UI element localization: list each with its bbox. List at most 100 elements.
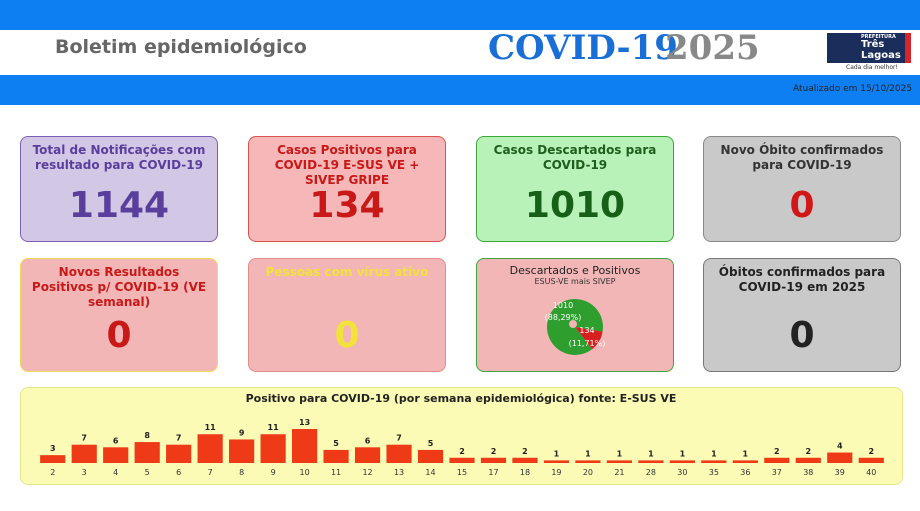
x-tick-label: 39 bbox=[835, 468, 845, 477]
bar-value-label: 6 bbox=[113, 436, 119, 445]
bar-title: Positivo para COVID-19 (por semana epide… bbox=[246, 392, 677, 405]
bar-value-label: 1 bbox=[648, 449, 654, 458]
bar bbox=[386, 444, 412, 463]
bar bbox=[512, 457, 538, 463]
bar bbox=[134, 442, 160, 463]
bar bbox=[543, 460, 570, 463]
x-tick-label: 18 bbox=[520, 468, 530, 477]
x-tick-label: 40 bbox=[866, 468, 876, 477]
x-tick-label: 36 bbox=[740, 468, 750, 477]
bar-value-label: 2 bbox=[868, 447, 874, 456]
pie-slice bbox=[575, 327, 603, 350]
bar bbox=[417, 449, 444, 463]
x-tick-label: 5 bbox=[145, 468, 150, 477]
card-value: 0 bbox=[789, 185, 815, 226]
bar-value-label: 1 bbox=[554, 449, 560, 458]
bar-value-label: 13 bbox=[299, 418, 310, 427]
x-tick-label: 14 bbox=[425, 468, 435, 477]
x-tick-label: 15 bbox=[457, 468, 467, 477]
logo-line2: Lagoas bbox=[861, 50, 901, 61]
x-tick-label: 30 bbox=[677, 468, 687, 477]
card-value: 1144 bbox=[68, 185, 170, 226]
bar-value-label: 9 bbox=[239, 428, 245, 437]
bar-value-label: 1 bbox=[617, 449, 623, 458]
bar bbox=[795, 457, 821, 463]
x-tick-label: 4 bbox=[113, 468, 118, 477]
pie-value-label: 1010 bbox=[553, 301, 573, 310]
x-tick-label: 21 bbox=[614, 468, 624, 477]
logo: PREFEITURA Três Lagoas bbox=[827, 33, 911, 63]
x-tick-label: 38 bbox=[803, 468, 813, 477]
card-title: Óbitos confirmados para COVID-19 em 2025 bbox=[718, 265, 886, 294]
covid-title: COVID-19 bbox=[488, 28, 678, 68]
card-title: Pessoas com vírus ativo bbox=[265, 265, 429, 279]
card-title: Casos Positivos para COVID-19 E-SUS VE +… bbox=[274, 143, 420, 187]
updated-date: Atualizado em 15/10/2025 bbox=[793, 84, 913, 94]
x-tick-label: 35 bbox=[709, 468, 719, 477]
bar-value-label: 6 bbox=[365, 436, 371, 445]
bar bbox=[732, 460, 758, 463]
x-tick-label: 37 bbox=[772, 468, 782, 477]
card-title: Total de Notificações com resultado para… bbox=[32, 143, 206, 172]
card: Total de Notificações com resultado para… bbox=[20, 136, 218, 242]
logo-line1: Três bbox=[861, 39, 885, 50]
bar-value-label: 7 bbox=[81, 434, 87, 443]
logo-slogan: Cada dia melhor! bbox=[846, 64, 898, 71]
card-title: Novo Óbito confirmados para COVID-19 bbox=[720, 143, 884, 172]
mid-bar bbox=[0, 75, 920, 105]
bar-value-label: 3 bbox=[50, 444, 56, 453]
bar-value-label: 8 bbox=[144, 431, 150, 440]
x-tick-label: 12 bbox=[362, 468, 372, 477]
x-tick-label: 7 bbox=[208, 468, 213, 477]
x-tick-label: 17 bbox=[488, 468, 498, 477]
bar-value-label: 1 bbox=[680, 449, 686, 458]
card: Pessoas com vírus ativo 0 bbox=[248, 258, 446, 372]
bar-value-label: 7 bbox=[176, 434, 182, 443]
logo-stripe bbox=[905, 33, 911, 63]
x-tick-label: 3 bbox=[82, 468, 87, 477]
card-title: Novos Resultados Positivos p/ COVID-19 (… bbox=[31, 265, 207, 309]
pie-subtitle: ESUS-VE mais SIVEP bbox=[534, 277, 616, 286]
bar bbox=[40, 455, 66, 463]
bar bbox=[197, 434, 223, 463]
x-tick-label: 9 bbox=[271, 468, 276, 477]
bar-value-label: 5 bbox=[333, 439, 339, 448]
bar-value-label: 2 bbox=[522, 447, 528, 456]
bar bbox=[827, 452, 853, 463]
bar bbox=[166, 444, 192, 463]
year-title: 2025 bbox=[665, 28, 760, 68]
card-title: Casos Descartados para COVID-19 bbox=[493, 143, 657, 172]
bar-value-label: 1 bbox=[585, 449, 591, 458]
card-value: 134 bbox=[309, 185, 385, 226]
card: Óbitos confirmados para COVID-19 em 2025… bbox=[703, 258, 901, 372]
x-tick-label: 20 bbox=[583, 468, 593, 477]
bar-value-label: 5 bbox=[428, 439, 434, 448]
bar-value-label: 7 bbox=[396, 434, 402, 443]
bar bbox=[71, 444, 97, 463]
card: Casos Descartados para COVID-19 1010 bbox=[476, 136, 674, 242]
x-tick-label: 6 bbox=[176, 468, 181, 477]
logo-top: PREFEITURA bbox=[861, 34, 896, 40]
bar bbox=[449, 457, 475, 463]
bar-value-label: 1 bbox=[711, 449, 717, 458]
header-title: Boletim epidemiológico bbox=[55, 36, 307, 58]
bar bbox=[764, 457, 790, 463]
bar-value-label: 2 bbox=[774, 447, 780, 456]
bar-value-label: 2 bbox=[491, 447, 497, 456]
bar-panel bbox=[20, 387, 903, 485]
bar bbox=[701, 460, 727, 463]
card-value: 1010 bbox=[524, 185, 626, 226]
pie-percent-label: (11,71%) bbox=[569, 339, 606, 348]
bar-value-label: 2 bbox=[806, 447, 812, 456]
pie-center bbox=[569, 320, 577, 328]
top-bar bbox=[0, 0, 920, 30]
bar bbox=[606, 460, 632, 463]
bar bbox=[480, 457, 507, 463]
card-value: 0 bbox=[789, 315, 815, 356]
bar-value-label: 1 bbox=[743, 449, 749, 458]
bar-value-label: 4 bbox=[837, 442, 843, 451]
x-tick-label: 8 bbox=[239, 468, 244, 477]
x-tick-label: 19 bbox=[551, 468, 561, 477]
